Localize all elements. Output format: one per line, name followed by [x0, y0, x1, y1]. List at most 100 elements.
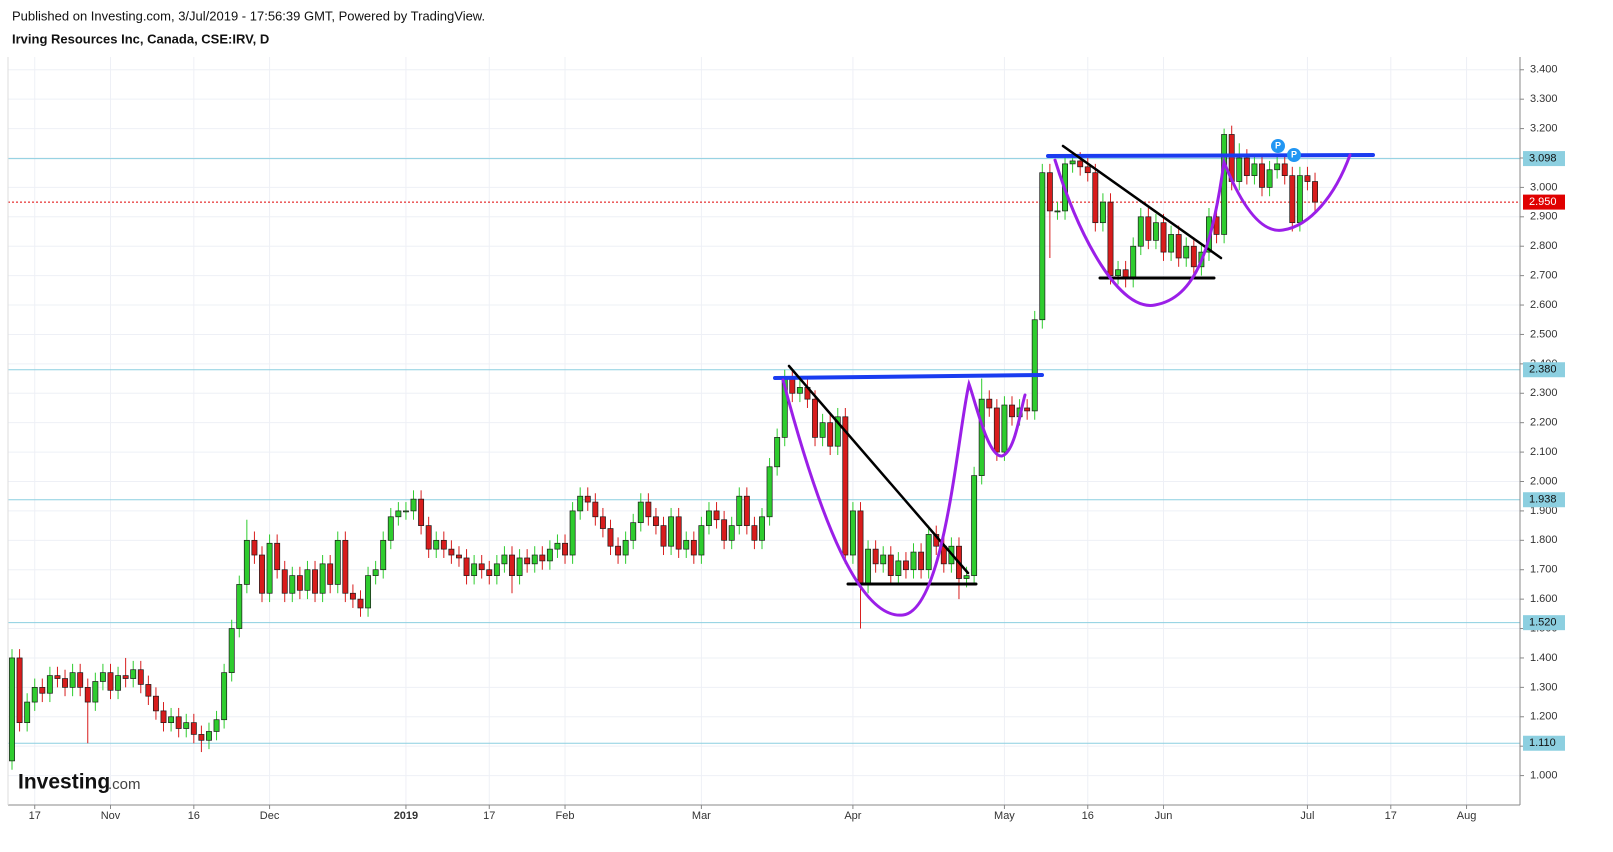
candle-body [918, 551, 925, 571]
y-tick-label: 1.000 [1530, 769, 1558, 781]
source-note: Published on Investing.com, 3/Jul/2019 -… [12, 8, 485, 23]
candle-body [1304, 175, 1311, 182]
candle-body [410, 498, 417, 512]
candle-body [486, 569, 493, 576]
candle-body [402, 510, 409, 513]
candle-body [645, 501, 652, 518]
candle-body [993, 407, 1000, 453]
y-tick-label: 2.600 [1530, 299, 1558, 311]
candle-body [1236, 157, 1243, 182]
candle-body [910, 551, 917, 571]
level-label: 1.938 [1529, 494, 1557, 506]
watermark: Investing .com [18, 771, 141, 794]
candle-body [327, 563, 334, 585]
candle-body [1031, 319, 1038, 412]
y-tick-label: 1.800 [1530, 534, 1558, 546]
candle-body [175, 716, 182, 729]
resistance-line [773, 373, 1044, 380]
candle-body [812, 398, 818, 438]
x-tick-label: Mar [692, 810, 711, 822]
candle-body [1099, 201, 1106, 224]
candle-body [849, 510, 856, 556]
x-tick-label: Dec [260, 810, 280, 822]
x-tick-label: 16 [1082, 810, 1094, 822]
candle-body [577, 495, 584, 512]
candle-body [433, 539, 440, 550]
candle-body [145, 684, 152, 697]
watermark-suffix: .com [108, 776, 141, 793]
candle-body [77, 672, 84, 688]
candle-body [1152, 222, 1159, 241]
candle-body [1084, 166, 1091, 174]
candle-body [395, 510, 402, 518]
chart-title: Irving Resources Inc, Canada, CSE:IRV, D [12, 31, 269, 46]
candle-body [122, 675, 129, 679]
event-marker [1287, 148, 1301, 162]
candle-body [728, 525, 735, 541]
candle-body [31, 687, 38, 703]
candle-body [1039, 172, 1046, 321]
cup-handle-curve [1053, 153, 1352, 307]
candle-body [1168, 234, 1175, 253]
candle-body [1009, 404, 1015, 418]
candle-body [380, 539, 387, 571]
candle-body [1183, 245, 1190, 259]
candle-body [796, 387, 803, 394]
y-tick-label: 3.300 [1530, 93, 1558, 105]
candle-body [349, 592, 356, 600]
level-label-box [1523, 194, 1565, 210]
candle-body [463, 557, 470, 576]
resistance-line [1046, 153, 1375, 158]
candle-body [1266, 169, 1273, 188]
candle-body [69, 672, 76, 688]
candle-body [569, 510, 576, 556]
candle-body [24, 701, 31, 724]
candle-body [1160, 222, 1167, 253]
x-tick-label: Jun [1155, 810, 1173, 822]
y-tick-label: 1.900 [1530, 505, 1558, 517]
y-tick-label: 2.500 [1530, 328, 1558, 340]
candle-body [46, 675, 53, 694]
candle-body [622, 539, 629, 556]
candle-body [615, 545, 622, 556]
candle-body [1130, 245, 1137, 279]
x-tick-label: May [994, 810, 1015, 822]
candle-body [107, 672, 114, 691]
candle-body [584, 495, 591, 503]
y-tick-label: 2.100 [1530, 446, 1558, 458]
candle-body [660, 525, 667, 547]
candle-body [895, 560, 902, 576]
y-tick-label: 1.400 [1530, 652, 1558, 664]
y-tick-label: 2.000 [1530, 475, 1558, 487]
trend-line [787, 364, 970, 575]
candle-body [872, 548, 879, 565]
level-label: 1.520 [1529, 617, 1557, 629]
candle-body [92, 681, 99, 703]
candle-body [509, 554, 515, 576]
candle-body [456, 554, 462, 559]
candle-body [281, 569, 288, 594]
candle-body [789, 378, 796, 394]
event-marker [1271, 139, 1285, 153]
event-marker-label: P [1275, 140, 1281, 150]
candle-body [834, 416, 841, 447]
candle-body [516, 557, 523, 576]
candle-body [774, 437, 781, 468]
x-tick-label: 16 [188, 810, 200, 822]
candle-body [675, 516, 682, 550]
candle-body [99, 672, 106, 682]
candle-body [471, 563, 478, 576]
candle-body [342, 539, 349, 594]
y-tick-label: 1.600 [1530, 593, 1558, 605]
candle-body [743, 495, 750, 526]
candle-body [448, 548, 455, 556]
y-tick-label: 2.200 [1530, 417, 1558, 429]
level-label-box [1523, 151, 1565, 167]
candle-body [54, 675, 61, 679]
candle-body [274, 542, 281, 571]
watermark-brand: Investing [18, 771, 110, 794]
candle-body [1243, 157, 1250, 176]
